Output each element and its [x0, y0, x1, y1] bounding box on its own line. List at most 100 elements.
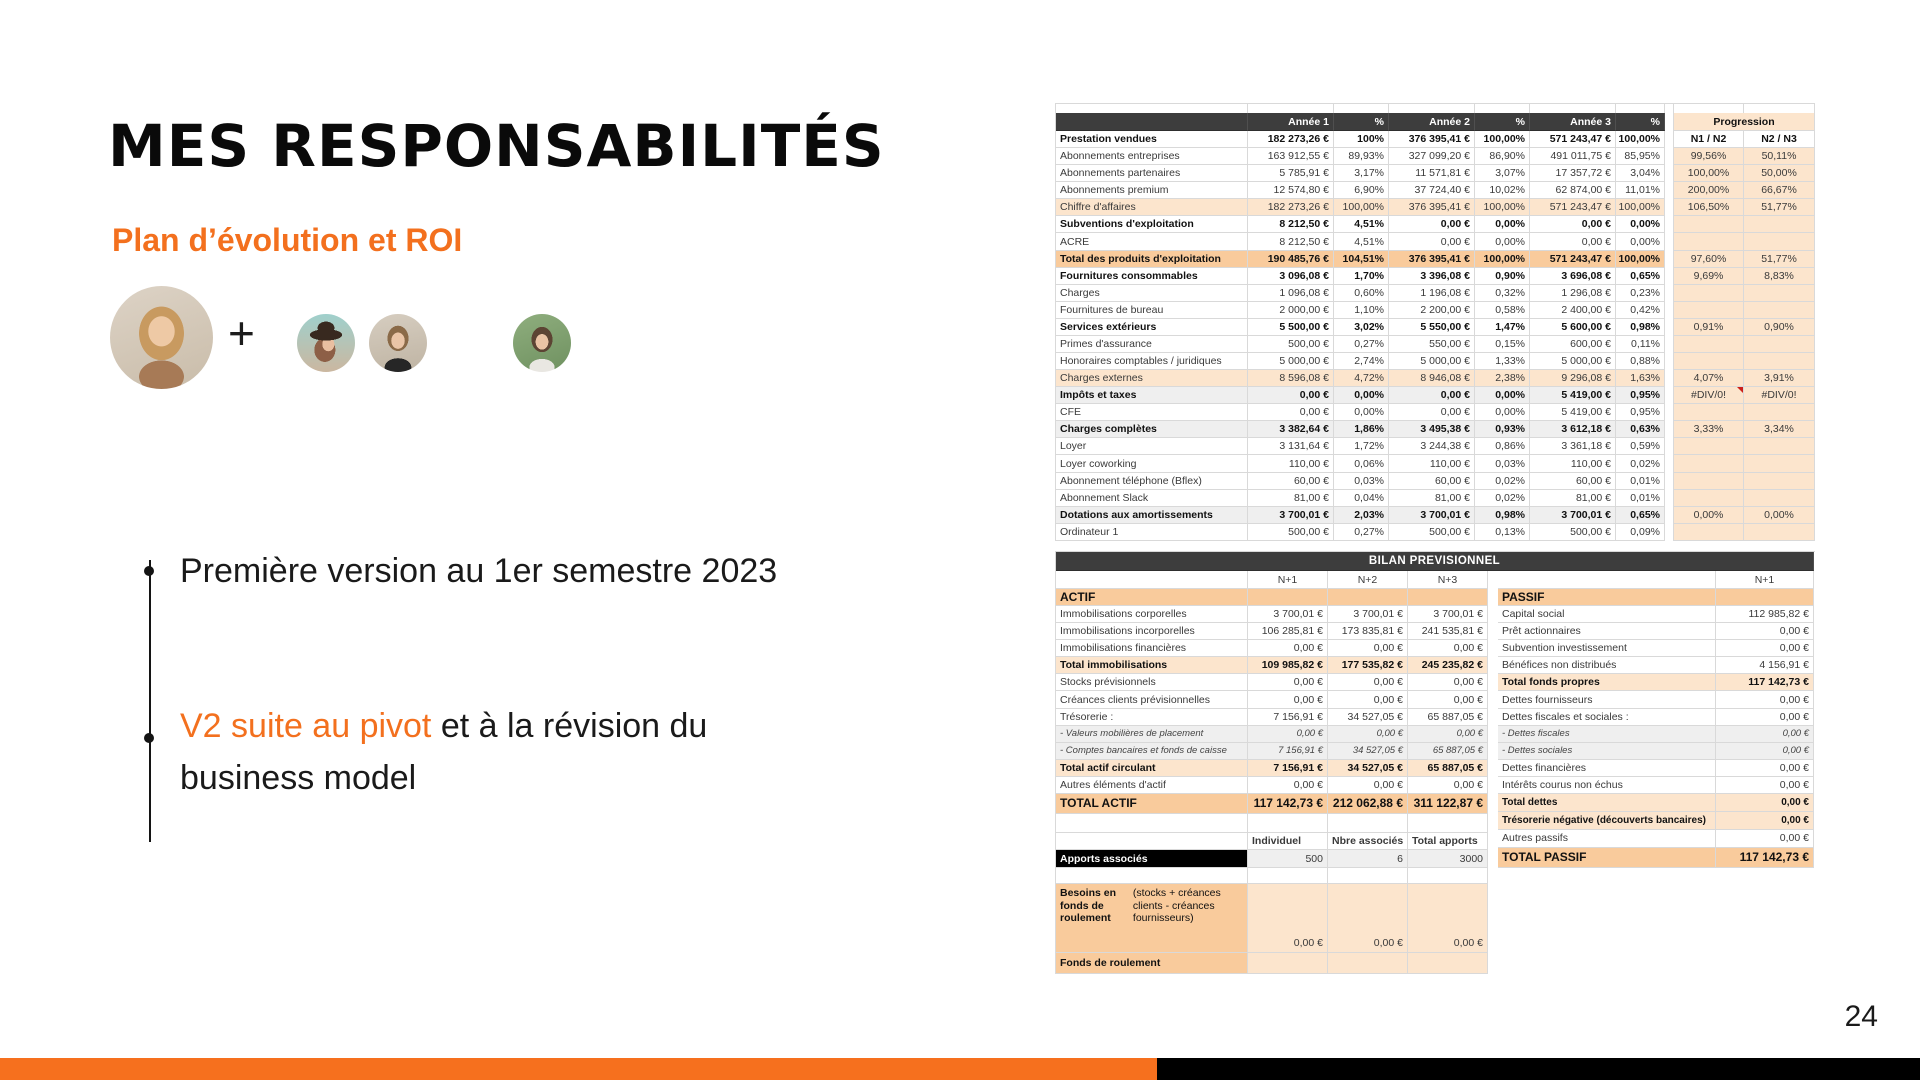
table-cell	[1665, 353, 1674, 371]
row-label: - Dettes fiscales	[1498, 725, 1716, 743]
financial-projection-table: Année 1% Année 2% Année 3% Progression Prest…	[1055, 103, 1815, 541]
table-cell	[1665, 182, 1674, 200]
table-row: Charges externes 8 596,08 €4,72% 8 946,08 …	[1056, 370, 1815, 388]
bullet-text: Première version au 1er semestre 2023	[180, 552, 778, 590]
progression-column-header: N2 / N3	[1744, 131, 1815, 149]
table-row: Abonnement Slack 81,00 €0,04% 81,00 €0,02%…	[1056, 489, 1815, 507]
value-cell	[1328, 953, 1408, 975]
table-cell	[1665, 335, 1674, 354]
value-cell: 8 212,50 €	[1248, 216, 1334, 234]
value-cell: 11 571,81 €	[1389, 165, 1475, 183]
row-label: Loyer coworking	[1056, 455, 1248, 473]
value-cell: 177 535,82 €	[1328, 657, 1408, 675]
value-cell	[1248, 953, 1328, 975]
value-cell: 0,59%	[1616, 438, 1665, 456]
value-cell: 117 142,73 €	[1248, 793, 1328, 814]
row-label: Intérêts courus non échus	[1498, 776, 1716, 794]
value-cell: 0,00 €	[1328, 640, 1408, 658]
value-cell: 0,02%	[1475, 489, 1530, 507]
value-cell: 0,23%	[1616, 284, 1665, 302]
value-cell: 491 011,75 €	[1530, 148, 1616, 166]
footer-black-bar	[1157, 1058, 1920, 1080]
table-row: Charges complètes 3 382,64 €1,86% 3 495,38…	[1056, 421, 1815, 439]
value-cell: 0,00%	[1475, 233, 1530, 251]
bullet-text-highlight: V2 suite au pivot	[180, 707, 432, 745]
value-cell: 100,00%	[1616, 199, 1665, 217]
value-cell: 0,63%	[1616, 421, 1665, 439]
value-cell: 10,02%	[1475, 182, 1530, 200]
row-label: Trésorerie :	[1056, 708, 1248, 726]
table-cell	[1334, 104, 1389, 113]
value-cell: 81,00 €	[1389, 489, 1475, 507]
row-label: TOTAL ACTIF	[1056, 793, 1248, 814]
row-label: Honoraires comptables / juridiques	[1056, 353, 1248, 371]
value-cell: 0,00%	[1334, 404, 1389, 422]
progression-value	[1674, 353, 1744, 371]
value-cell: 1,10%	[1334, 301, 1389, 319]
bullet-dot-1	[144, 566, 154, 576]
value-cell: 89,93%	[1334, 148, 1389, 166]
value-cell: 0,00 €	[1248, 640, 1328, 658]
progression-value: #DIV/0!	[1674, 387, 1744, 405]
row-label: Charges	[1056, 284, 1248, 302]
table-cell	[1674, 104, 1744, 113]
value-cell: 100,00%	[1475, 199, 1530, 217]
value-cell: 0,00 €	[1389, 404, 1475, 422]
table-cell	[1744, 104, 1815, 113]
value-cell: 3000	[1408, 850, 1488, 869]
value-cell: 112 985,82 €	[1716, 606, 1814, 624]
row-label: Stocks prévisionnels	[1056, 674, 1248, 692]
table-cell	[1665, 216, 1674, 234]
value-cell: 245 235,82 €	[1408, 657, 1488, 675]
value-cell: 0,00 €	[1248, 725, 1328, 743]
header-cell: Année 3	[1530, 113, 1616, 131]
table-cell	[1408, 813, 1488, 833]
table-cell	[1665, 284, 1674, 302]
value-cell: 376 395,41 €	[1389, 131, 1475, 149]
value-cell	[1716, 589, 1814, 607]
bullet-text: et à la révision du business model	[180, 707, 708, 797]
bullet-dot-2	[144, 733, 154, 743]
header-cell	[1498, 571, 1716, 589]
value-cell: 1 296,08 €	[1530, 284, 1616, 302]
table-row: Total immobilisations 109 985,82 €177 535…	[1056, 657, 1489, 675]
value-cell: 0,95%	[1616, 387, 1665, 405]
value-cell: 5 000,00 €	[1248, 353, 1334, 371]
row-label: Dettes fournisseurs	[1498, 691, 1716, 709]
value-cell: 0,00%	[1475, 387, 1530, 405]
table-row: Services extérieurs 5 500,00 €3,02% 5 550,…	[1056, 318, 1815, 336]
header-cell	[1056, 832, 1248, 851]
value-cell: 8 212,50 €	[1248, 233, 1334, 251]
value-cell: 190 485,76 €	[1248, 250, 1334, 268]
value-cell	[1408, 589, 1488, 607]
value-cell: 117 142,73 €	[1716, 847, 1814, 868]
value-cell: 0,01%	[1616, 489, 1665, 507]
header-cell: Nbre associés	[1328, 832, 1408, 851]
value-cell: 5 000,00 €	[1389, 353, 1475, 371]
value-cell: 0,00 €	[1248, 387, 1334, 405]
value-cell: 2,38%	[1475, 370, 1530, 388]
value-cell: 0,00 €	[1389, 233, 1475, 251]
row-label: Services extérieurs	[1056, 318, 1248, 336]
row-label: Subventions d'exploitation	[1056, 216, 1248, 234]
table-row: Honoraires comptables / juridiques 5 000,…	[1056, 353, 1815, 371]
value-cell: 110,00 €	[1530, 455, 1616, 473]
value-cell: 4 156,91 €	[1716, 657, 1814, 675]
progression-value	[1744, 216, 1815, 234]
table-row: Subvention investissement 0,00 €	[1498, 640, 1815, 658]
value-cell: 8 596,08 €	[1248, 370, 1334, 388]
value-cell: 1,63%	[1616, 370, 1665, 388]
value-cell: 1,33%	[1475, 353, 1530, 371]
value-cell: 2 400,00 €	[1530, 301, 1616, 319]
row-label: Fournitures de bureau	[1056, 301, 1248, 319]
value-cell: 0,03%	[1334, 472, 1389, 490]
row-label: Abonnement Slack	[1056, 489, 1248, 507]
value-cell: 34 527,05 €	[1328, 759, 1408, 777]
table-row: Abonnements partenaires 5 785,91 €3,17% 11…	[1056, 165, 1815, 183]
value-cell: 0,00 €	[1530, 233, 1616, 251]
value-cell: 571 243,47 €	[1530, 131, 1616, 149]
value-cell: 376 395,41 €	[1389, 250, 1475, 268]
table-cell	[1389, 104, 1475, 113]
value-cell: 6,90%	[1334, 182, 1389, 200]
value-cell: 0,00 €	[1248, 404, 1334, 422]
